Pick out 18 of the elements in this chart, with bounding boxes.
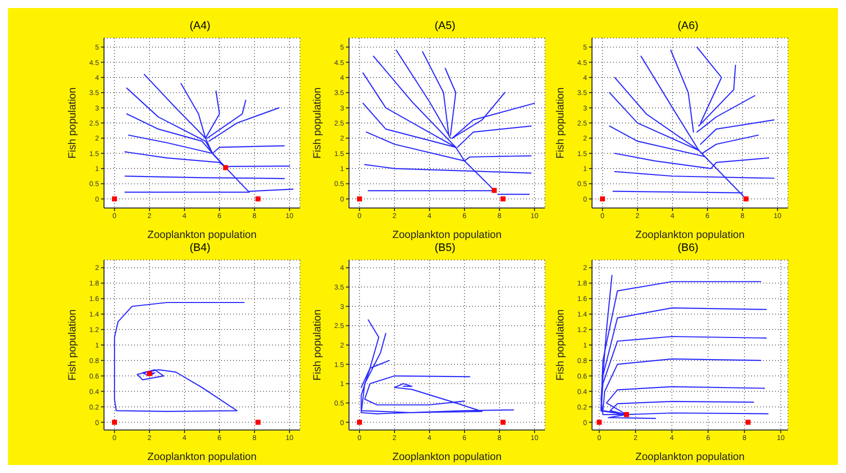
chart-title: (A6) [676, 20, 700, 34]
x-axis-title: Zooplankton population [147, 229, 257, 241]
y-axis-title: Fish population [66, 87, 79, 159]
chart-title: (B5) [434, 242, 456, 256]
y-axis-title: Fish population [554, 309, 567, 381]
chart-title: (B6) [676, 242, 700, 256]
x-axis-title: Zooplankton population [392, 229, 502, 241]
x-axis-title: Zooplankton population [147, 451, 257, 463]
chart-title: (A4) [188, 20, 212, 34]
y-axis-title: Fish population [312, 87, 324, 159]
x-axis-title: Zooplankton population [392, 451, 502, 463]
x-axis-title: Zooplankton population [635, 451, 745, 463]
y-axis-title: Fish population [554, 87, 567, 159]
chart-title: (B4) [188, 242, 212, 256]
x-axis-title: Zooplankton population [635, 229, 745, 241]
chart-title: (A5) [434, 20, 456, 34]
y-axis-title: Fish population [312, 309, 324, 381]
y-axis-title: Fish population [66, 309, 79, 381]
